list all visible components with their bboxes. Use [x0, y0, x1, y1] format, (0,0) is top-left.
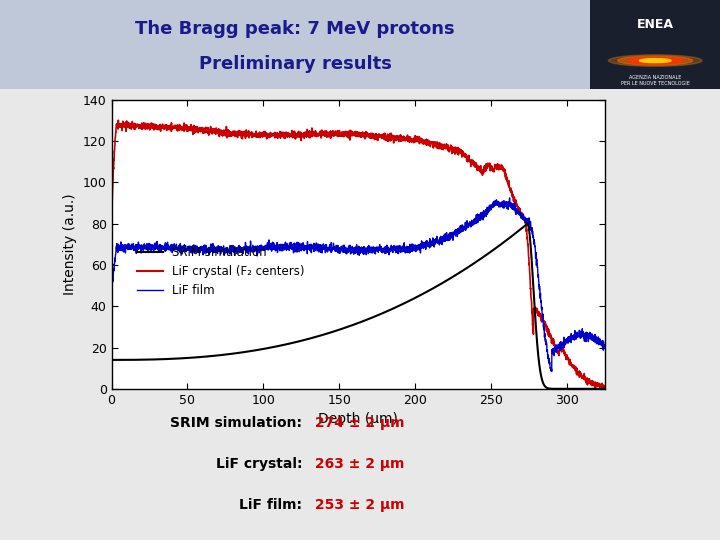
Text: LiF film:: LiF film: [239, 498, 302, 512]
Circle shape [628, 57, 683, 64]
LiF film [297, 244, 305, 250]
LiF film [163, 243, 172, 249]
LiF film [591, 337, 600, 343]
Line: LiF film: LiF film [112, 198, 605, 372]
Text: 263 ± 2 μm: 263 ± 2 μm [310, 457, 404, 471]
LiF crystal (F₂ centers) [318, 131, 327, 137]
LiF film [547, 368, 556, 375]
SRIM simulation [163, 356, 172, 362]
LiF film [505, 195, 514, 201]
Text: Preliminary results: Preliminary results [199, 55, 392, 73]
SRIM simulation [193, 354, 202, 361]
Text: ENEA: ENEA [636, 18, 674, 31]
LiF crystal (F₂ centers) [107, 261, 116, 268]
SRIM simulation [600, 386, 609, 392]
Text: 274 ± 2 μm: 274 ± 2 μm [310, 416, 404, 430]
Y-axis label: Intensity (a.u.): Intensity (a.u.) [63, 193, 77, 295]
LiF crystal (F₂ centers) [297, 130, 305, 136]
Line: LiF crystal (F₂ centers): LiF crystal (F₂ centers) [112, 120, 605, 392]
LiF crystal (F₂ centers) [163, 124, 172, 131]
SRIM simulation [538, 377, 546, 383]
X-axis label: Depth (μm): Depth (μm) [318, 412, 398, 426]
Circle shape [618, 56, 693, 65]
SRIM simulation [547, 386, 556, 392]
LiF crystal (F₂ centers) [598, 389, 607, 395]
SRIM simulation [523, 220, 532, 227]
Legend: SRIM simulation, LiF crystal (F₂ centers), LiF film: SRIM simulation, LiF crystal (F₂ centers… [132, 242, 310, 302]
LiF film [193, 247, 202, 253]
Bar [0, 0, 590, 89]
Text: AGENZIA NAZIONALE
PER LE NUOVE TECNOLOGIE: AGENZIA NAZIONALE PER LE NUOVE TECNOLOGI… [621, 75, 690, 85]
LiF crystal (F₂ centers) [114, 117, 122, 124]
LiF crystal (F₂ centers) [600, 386, 609, 392]
Circle shape [639, 59, 671, 63]
LiF crystal (F₂ centers) [538, 316, 546, 323]
Text: SRIM simulation:: SRIM simulation: [171, 416, 302, 430]
LiF film [538, 311, 546, 318]
Text: The Bragg peak: 7 MeV protons: The Bragg peak: 7 MeV protons [135, 19, 455, 37]
LiF film [318, 249, 326, 256]
Circle shape [608, 55, 702, 66]
LiF crystal (F₂ centers) [591, 381, 600, 388]
SRIM simulation [297, 338, 305, 344]
Text: LiF crystal:: LiF crystal: [216, 457, 302, 471]
SRIM simulation [107, 356, 116, 363]
Line: SRIM simulation: SRIM simulation [112, 224, 605, 389]
LiF film [107, 287, 116, 293]
SRIM simulation [318, 332, 326, 339]
LiF crystal (F₂ centers) [193, 127, 202, 133]
Text: 253 ± 2 μm: 253 ± 2 μm [310, 498, 404, 512]
SRIM simulation [591, 386, 600, 392]
LiF film [600, 345, 609, 352]
Bar [590, 0, 720, 89]
